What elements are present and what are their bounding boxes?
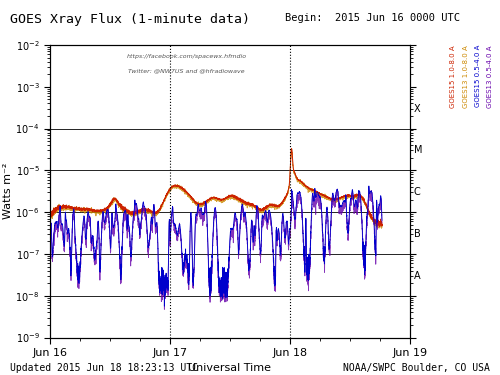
Text: GOES Xray Flux (1-minute data): GOES Xray Flux (1-minute data) [10, 13, 250, 26]
Text: Updated 2015 Jun 18 18:23:13 UTC: Updated 2015 Jun 18 18:23:13 UTC [10, 363, 198, 373]
Text: B: B [414, 229, 420, 239]
Text: GOES15 0.5-4.0 A: GOES15 0.5-4.0 A [475, 45, 481, 107]
Y-axis label: Watts m⁻²: Watts m⁻² [2, 163, 12, 219]
Text: Twitter: @NW7US and @hfradiowave: Twitter: @NW7US and @hfradiowave [128, 68, 245, 74]
Text: NOAA/SWPC Boulder, CO USA: NOAA/SWPC Boulder, CO USA [343, 363, 490, 373]
Text: M: M [414, 146, 422, 155]
Text: X: X [414, 104, 420, 114]
Text: Begin:  2015 Jun 16 0000 UTC: Begin: 2015 Jun 16 0000 UTC [285, 13, 460, 23]
X-axis label: Universal Time: Universal Time [188, 363, 272, 374]
Text: GOES13 0.5-4.0 A: GOES13 0.5-4.0 A [488, 45, 494, 108]
Text: GOES13 1.0-8.0 A: GOES13 1.0-8.0 A [462, 45, 468, 108]
Text: https://facebook.com/spacewx.hfmdio: https://facebook.com/spacewx.hfmdio [126, 54, 247, 59]
Text: GOES15 1.0-8.0 A: GOES15 1.0-8.0 A [450, 45, 456, 108]
Text: C: C [414, 187, 420, 197]
Text: A: A [414, 271, 420, 281]
